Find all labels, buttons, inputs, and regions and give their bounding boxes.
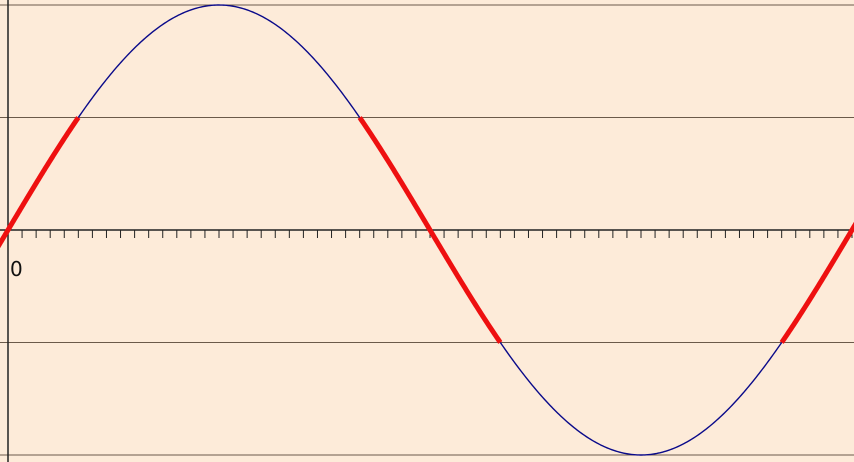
- highlight-segment-1: [357, 116, 503, 344]
- highlight-segment-0: [0, 116, 81, 249]
- x-tick-label-0: 0: [10, 257, 23, 281]
- highlight-segment-2: [779, 221, 854, 344]
